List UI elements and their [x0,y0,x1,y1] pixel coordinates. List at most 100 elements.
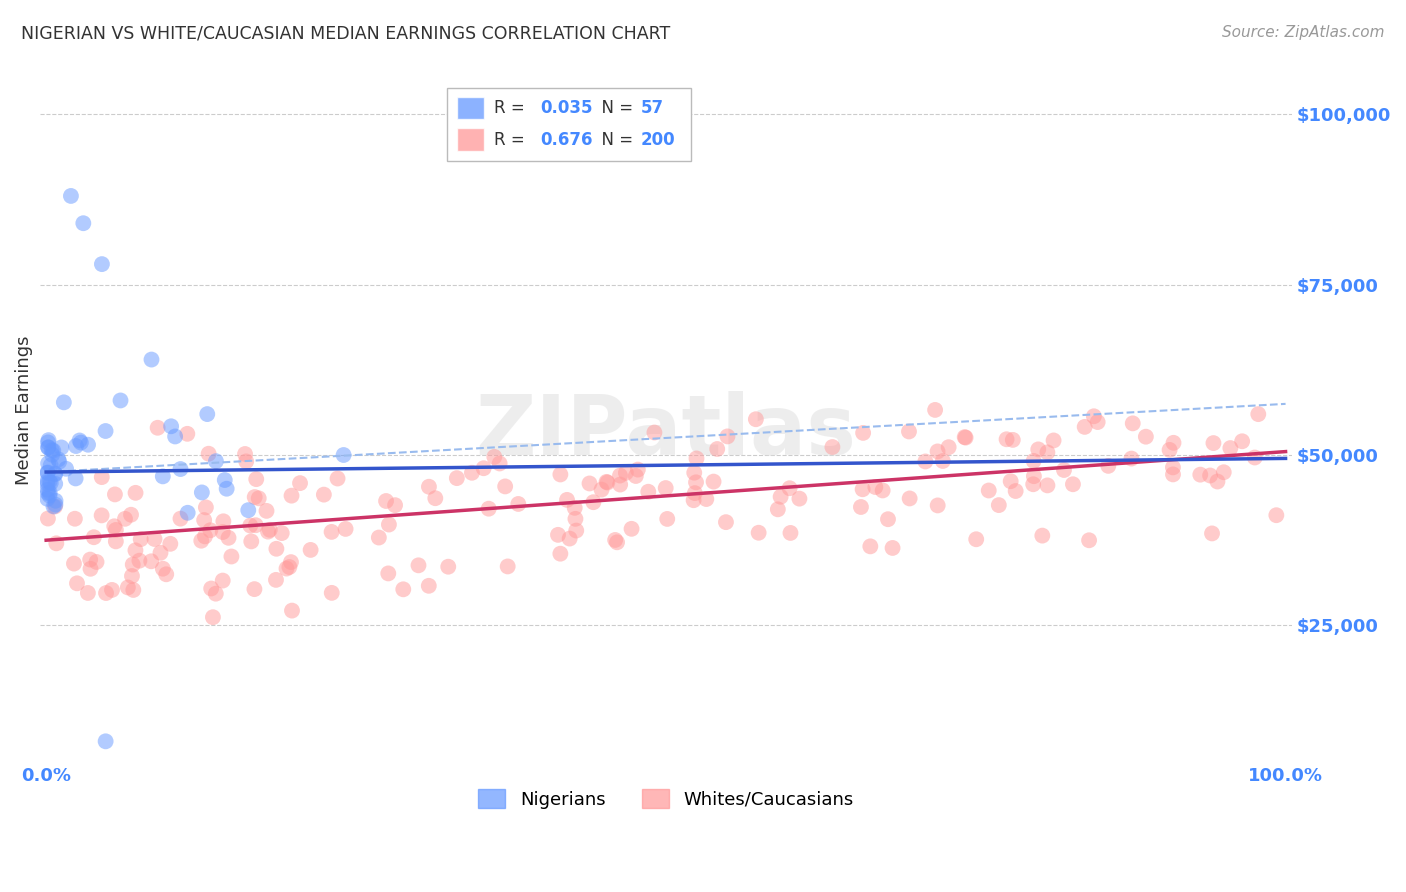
Point [114,512,136,526]
Point [37,476,59,491]
Point [849,500,872,514]
Point [1243,450,1265,465]
Point [169,511,191,525]
Point [221,549,243,564]
Point [1031,528,1053,542]
Point [63,512,86,526]
Point [94,734,117,748]
Point [1265,508,1288,523]
Point [104,487,127,501]
Point [461,466,484,480]
Point [1212,465,1234,479]
Point [195,407,218,421]
Point [995,432,1018,446]
Point [280,489,302,503]
Point [240,534,263,549]
Point [159,537,181,551]
Point [446,471,468,485]
Point [484,450,506,464]
Point [194,500,217,515]
Point [117,581,139,595]
Point [654,481,676,495]
Point [205,454,228,468]
Point [1202,436,1225,450]
Point [79,552,101,566]
Point [48,455,70,469]
Point [238,503,260,517]
Point [627,462,650,476]
Point [332,448,354,462]
Point [1189,467,1212,482]
Point [44,467,66,481]
Point [44,476,66,491]
Point [37,486,59,500]
Point [1000,474,1022,488]
Point [37,466,59,480]
Point [233,447,256,461]
Point [278,560,301,574]
Point [45,536,67,550]
Point [1073,420,1095,434]
Point [211,574,233,588]
Point [146,421,169,435]
Point [392,582,415,597]
Point [152,469,174,483]
Point [37,475,59,489]
Point [326,471,349,485]
Point [39,475,62,490]
Text: 0.676: 0.676 [541,130,593,149]
Point [259,523,281,537]
Point [38,485,60,500]
Point [683,486,706,500]
Point [103,519,125,533]
FancyBboxPatch shape [457,97,484,120]
Point [44,498,66,512]
Point [37,511,59,525]
Point [218,531,240,545]
Y-axis label: Median Earnings: Median Earnings [15,336,32,485]
Point [555,492,578,507]
Point [872,483,894,498]
Point [927,444,949,458]
Point [877,512,900,526]
Point [565,524,588,538]
Point [149,546,172,560]
Point [1036,478,1059,492]
Point [44,493,66,508]
Point [264,573,287,587]
Point [882,541,904,555]
Point [1219,441,1241,455]
Point [176,426,198,441]
Text: N =: N = [591,99,638,117]
Point [965,533,987,547]
Point [66,576,89,591]
Point [1042,434,1064,448]
Point [280,555,302,569]
Point [377,566,399,581]
Point [212,514,235,528]
Point [953,430,976,444]
Point [591,483,613,497]
Point [38,489,60,503]
Point [63,557,86,571]
Text: ZIPatlas: ZIPatlas [475,392,856,472]
Point [38,433,60,447]
Point [1026,442,1049,457]
Point [245,518,267,533]
Text: NIGERIAN VS WHITE/CAUCASIAN MEDIAN EARNINGS CORRELATION CHART: NIGERIAN VS WHITE/CAUCASIAN MEDIAN EARNI… [21,25,671,43]
Point [124,486,146,500]
Point [657,512,679,526]
Text: Source: ZipAtlas.com: Source: ZipAtlas.com [1222,25,1385,40]
Point [508,497,530,511]
Point [695,491,717,506]
Point [624,469,647,483]
Point [141,352,163,367]
Point [270,526,292,541]
Point [243,582,266,596]
Point [932,454,955,468]
Point [769,490,792,504]
Point [745,412,768,426]
FancyBboxPatch shape [457,128,484,151]
Point [55,462,77,476]
Point [44,500,66,514]
